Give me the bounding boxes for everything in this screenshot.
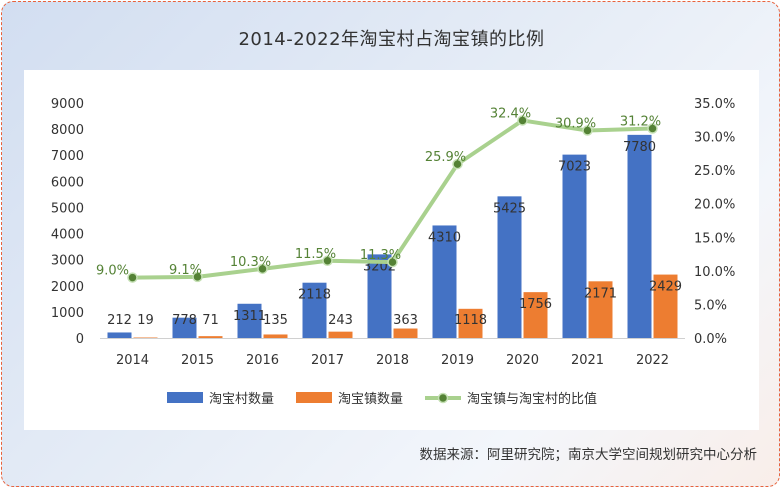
- ratio-marker: [322, 255, 333, 267]
- data-label-ratio: 32.4%: [490, 106, 531, 121]
- y-right-tick-label: 5.0%: [694, 298, 727, 313]
- legend-label-town: 淘宝镇数量: [338, 392, 403, 407]
- y-right-tick-label: 15.0%: [694, 231, 735, 246]
- data-label-ratio: 11.5%: [295, 247, 336, 262]
- source-note: 数据来源：阿里研究院；南京大学空间规划研究中心分析: [419, 447, 758, 463]
- y-left-tick-label: 9000: [51, 97, 84, 112]
- bar-village: [302, 282, 327, 338]
- bar-town: [393, 328, 418, 338]
- legend-swatch-ratio-marker: [437, 392, 449, 404]
- x-tick-label: 2017: [311, 353, 344, 368]
- data-label-ratio: 9.0%: [96, 264, 129, 279]
- bar-village: [497, 196, 522, 338]
- data-label-town: 363: [393, 313, 418, 328]
- data-label-ratio: 30.9%: [555, 117, 596, 132]
- y-left-tick-label: 6000: [51, 175, 84, 190]
- y-left-tick-label: 0: [76, 332, 84, 347]
- data-label-ratio: 31.2%: [620, 115, 661, 130]
- data-label-ratio: 11.3%: [360, 248, 401, 263]
- ratio-marker: [517, 115, 528, 126]
- bar-town: [523, 292, 548, 338]
- data-label-village: 2118: [298, 288, 331, 303]
- data-label-town: 1118: [454, 313, 487, 328]
- y-right-tick-label: 30.0%: [694, 131, 735, 146]
- bar-village: [237, 303, 262, 338]
- data-label-town: 1756: [519, 297, 552, 312]
- y-left-tick-label: 5000: [51, 201, 84, 216]
- ratio-marker: [257, 263, 268, 275]
- chart-title: 2014-2022年淘宝村占淘宝镇的比例: [238, 29, 545, 50]
- bar-village: [627, 134, 652, 338]
- data-label-town: 135: [263, 313, 288, 328]
- y-right-tick-label: 20.0%: [694, 198, 735, 213]
- data-label-village: 4310: [428, 230, 461, 245]
- y-right-tick-label: 0.0%: [694, 332, 727, 347]
- data-label-village: 7023: [558, 160, 591, 175]
- legend-label-ratio: 淘宝镇与淘宝村的比值: [467, 391, 597, 407]
- y-right-tick-label: 35.0%: [694, 97, 735, 112]
- y-left-tick-label: 8000: [51, 123, 84, 138]
- data-label-ratio: 9.1%: [169, 263, 202, 278]
- x-tick-label: 2020: [506, 353, 539, 368]
- data-label-village: 778: [172, 313, 197, 328]
- data-label-town: 2429: [649, 280, 682, 295]
- bar-town: [653, 274, 678, 338]
- legend-swatch-village: [167, 392, 203, 403]
- bar-town: [328, 331, 353, 338]
- x-tick-label: 2021: [571, 353, 604, 368]
- ratio-marker: [452, 158, 463, 170]
- y-left-tick-label: 1000: [51, 306, 84, 321]
- y-left-tick-label: 4000: [51, 228, 84, 243]
- ratio-marker: [192, 271, 203, 283]
- data-label-ratio: 10.3%: [230, 255, 271, 270]
- data-label-ratio: 25.9%: [425, 150, 466, 165]
- data-label-town: 19: [137, 313, 154, 328]
- data-label-village: 212: [107, 313, 132, 328]
- ratio-marker: [582, 125, 593, 136]
- data-label-village: 7780: [623, 140, 656, 155]
- bar-village: [107, 332, 132, 338]
- legend-swatch-town: [296, 392, 332, 403]
- bar-village: [367, 254, 392, 338]
- data-label-town: 71: [202, 313, 219, 328]
- x-tick-label: 2022: [636, 353, 669, 368]
- x-tick-label: 2015: [181, 353, 214, 368]
- data-label-town: 243: [328, 313, 353, 328]
- x-tick-label: 2018: [376, 353, 409, 368]
- ratio-marker: [387, 256, 398, 268]
- legend-label-village: 淘宝村数量: [209, 392, 274, 407]
- bar-town: [263, 334, 288, 338]
- y-right-tick-label: 25.0%: [694, 164, 735, 179]
- data-label-town: 2171: [584, 286, 617, 301]
- bar-village: [432, 225, 457, 338]
- y-left-tick-label: 7000: [51, 149, 84, 164]
- x-tick-label: 2019: [441, 353, 474, 368]
- y-left-tick-label: 3000: [51, 254, 84, 269]
- ratio-marker: [647, 123, 658, 134]
- data-label-village: 1311: [233, 309, 266, 324]
- x-tick-label: 2014: [116, 353, 149, 368]
- x-tick-label: 2016: [246, 353, 279, 368]
- bar-town: [198, 336, 223, 338]
- y-right-tick-label: 10.0%: [694, 265, 735, 280]
- bar-village: [172, 317, 197, 338]
- y-left-tick-label: 2000: [51, 280, 84, 295]
- bar-village: [562, 154, 587, 338]
- bar-town: [588, 281, 613, 338]
- bar-town: [458, 308, 483, 338]
- ratio-marker: [127, 272, 138, 283]
- data-label-village: 5425: [493, 201, 526, 216]
